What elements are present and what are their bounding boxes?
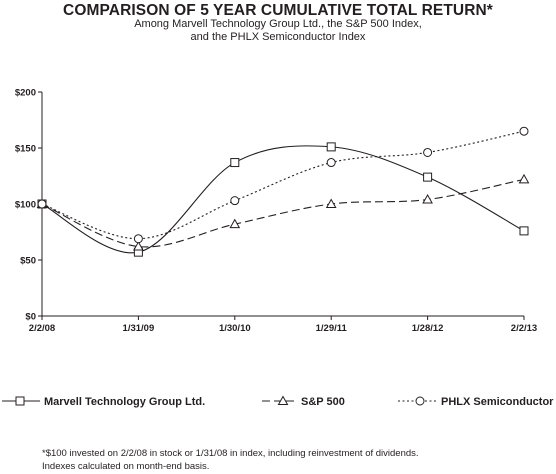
data-point-sp500 (229, 218, 241, 229)
data-point-phlx (519, 126, 529, 136)
data-point-marvell (326, 142, 336, 152)
x-tick-label: 1/30/10 (219, 323, 251, 334)
series-line-marvell (41, 145, 525, 254)
x-tick-label: 2/2/08 (29, 323, 55, 334)
legend-marker-phlx (415, 396, 425, 406)
legend-label-marvell: Marvell Technology Group Ltd. (44, 396, 205, 408)
data-point-phlx (230, 196, 240, 206)
series-line-sp500 (41, 178, 525, 248)
x-tick-label: 1/28/12 (412, 323, 444, 334)
x-tick-label: 2/2/13 (511, 323, 537, 334)
x-tick-label: 1/31/09 (123, 323, 155, 334)
footnote-line2: Indexes calculated on month-end basis. (42, 461, 210, 472)
chart-axes: $0 $50 $100 $150 $200 2/2/08 1/31/09 1/30/10 1/2… (15, 88, 537, 335)
data-point-phlx (326, 158, 336, 168)
x-tick-label: 1/29/11 (316, 323, 348, 334)
data-point-sp500 (133, 241, 144, 251)
y-tick-label: $100 (15, 200, 36, 211)
y-tick-label: $150 (15, 144, 36, 155)
legend-label-sp500: S&P 500 (301, 396, 345, 408)
data-point-phlx (133, 234, 143, 244)
data-point-sp500 (518, 173, 530, 184)
data-point-phlx (423, 147, 433, 157)
legend-label-phlx: PHLX Semiconductor (441, 396, 554, 408)
chart-subtitle-line1: Among Marvell Technology Group Ltd., the… (134, 18, 422, 30)
data-point-sp500 (325, 198, 337, 208)
chart-subtitle-line2: and the PHLX Semiconductor Index (190, 31, 366, 43)
chart-markers (36, 126, 530, 257)
footnote-line1: *$100 invested on 2/2/08 in stock or 1/3… (42, 448, 419, 459)
y-tick-label: $200 (15, 88, 36, 99)
chart-title: COMPARISON OF 5 YEAR CUMULATIVE TOTAL RE… (63, 2, 493, 19)
chart-legend: Marvell Technology Group Ltd. S&P 500 PHLX… (2, 395, 554, 408)
data-point-marvell (519, 226, 529, 236)
data-point-marvell (423, 172, 433, 182)
legend-marker-sp500 (277, 395, 289, 405)
legend-marker-marvell (15, 396, 25, 406)
y-tick-label: $0 (25, 312, 36, 323)
data-point-marvell (230, 158, 240, 168)
y-tick-label: $50 (20, 256, 36, 267)
data-point-phlx (37, 199, 47, 209)
data-point-sp500 (422, 194, 433, 204)
chart-lines (41, 130, 525, 254)
